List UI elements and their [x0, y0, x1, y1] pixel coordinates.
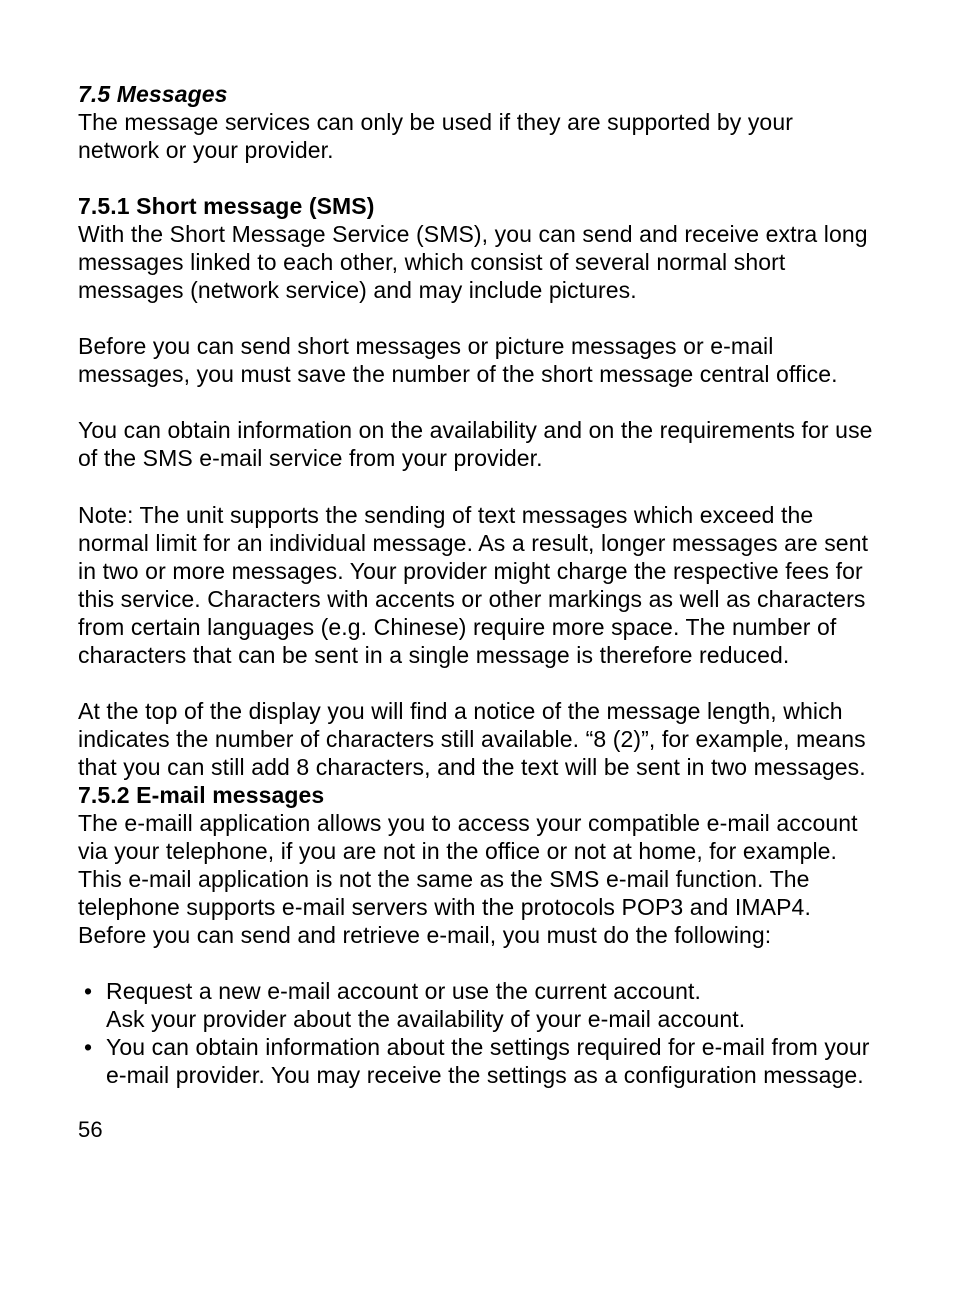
- section-7-5-2: 7.5.2 E-mail messages The e-maill applic…: [78, 781, 876, 1089]
- section-7-5: 7.5 Messages The message services can on…: [78, 80, 876, 164]
- list-item-text: Request a new e-mail account or use the …: [106, 978, 745, 1032]
- document-page: 7.5 Messages The message services can on…: [0, 0, 954, 1312]
- heading-email: 7.5.2 E-mail messages: [78, 781, 876, 809]
- paragraph: With the Short Message Service (SMS), yo…: [78, 220, 876, 304]
- list-item: You can obtain information about the set…: [78, 1033, 876, 1089]
- list-item-text: You can obtain information about the set…: [106, 1034, 870, 1088]
- paragraph: Note: The unit supports the sending of t…: [78, 501, 876, 669]
- section-7-5-1: 7.5.1 Short message (SMS) With the Short…: [78, 192, 876, 781]
- page-number: 56: [78, 1117, 876, 1144]
- paragraph: Before you can send short messages or pi…: [78, 332, 876, 388]
- heading-sms: 7.5.1 Short message (SMS): [78, 192, 876, 220]
- list-item: Request a new e-mail account or use the …: [78, 977, 876, 1033]
- paragraph: You can obtain information on the availa…: [78, 416, 876, 472]
- paragraph: The e-maill application allows you to ac…: [78, 809, 876, 949]
- bullet-list: Request a new e-mail account or use the …: [78, 977, 876, 1089]
- paragraph: At the top of the display you will find …: [78, 697, 876, 781]
- paragraph: The message services can only be used if…: [78, 108, 876, 164]
- heading-messages: 7.5 Messages: [78, 80, 876, 108]
